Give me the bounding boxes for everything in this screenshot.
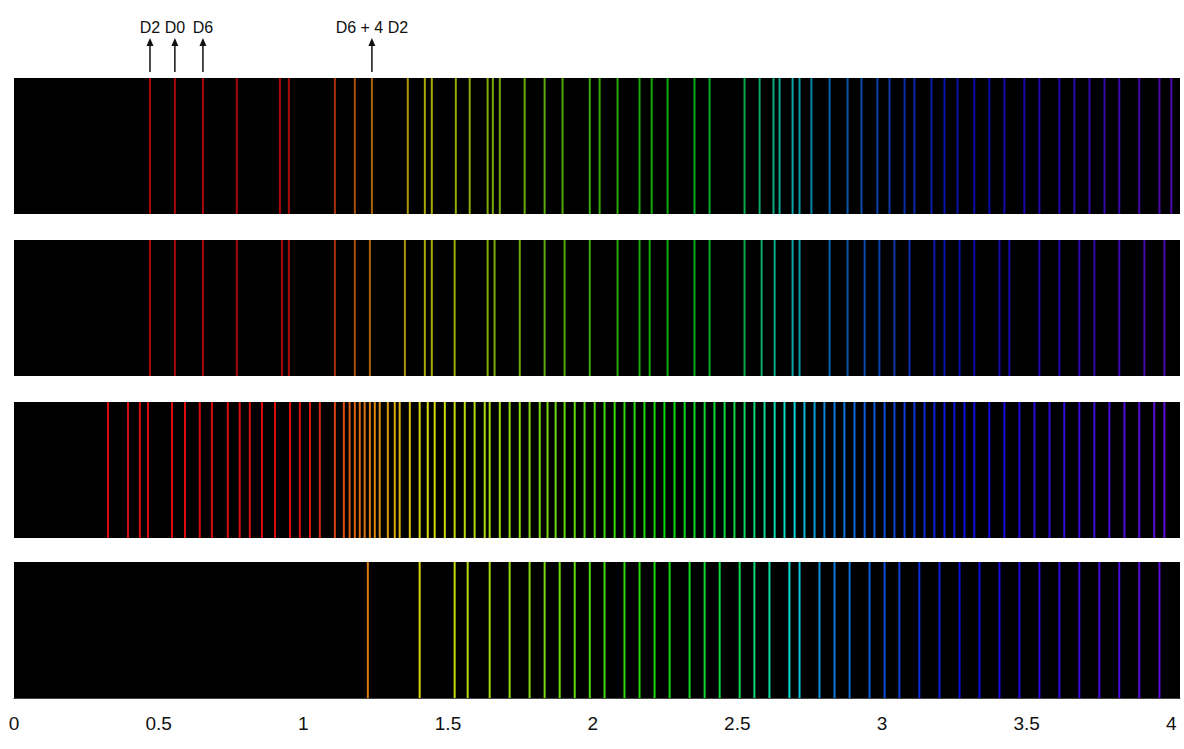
svg-text:0: 0: [9, 713, 20, 734]
svg-text:2.5: 2.5: [724, 713, 750, 734]
svg-text:D6 + 4 D2: D6 + 4 D2: [336, 19, 409, 36]
svg-text:0.5: 0.5: [145, 713, 171, 734]
svg-text:D0: D0: [165, 19, 186, 36]
svg-text:4: 4: [1166, 713, 1177, 734]
svg-text:1.5: 1.5: [435, 713, 461, 734]
svg-text:2: 2: [587, 713, 598, 734]
svg-text:D6: D6: [193, 19, 214, 36]
svg-text:D2: D2: [140, 19, 161, 36]
svg-text:3: 3: [877, 713, 888, 734]
svg-text:1: 1: [298, 713, 309, 734]
svg-text:3.5: 3.5: [1013, 713, 1039, 734]
